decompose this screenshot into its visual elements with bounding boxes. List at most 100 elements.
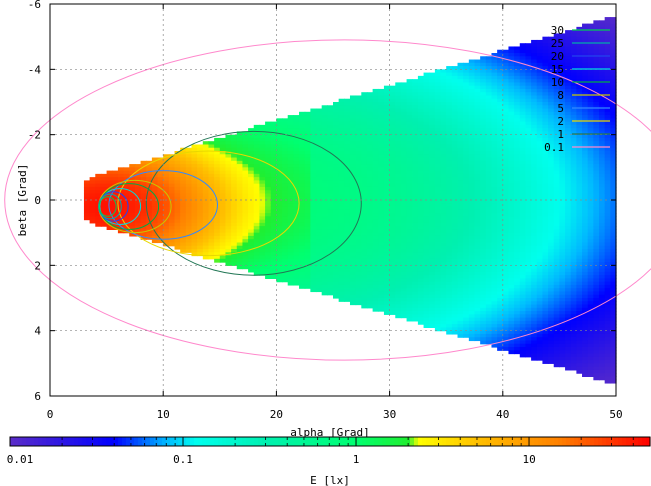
heatmap-cell — [474, 219, 481, 224]
heatmap-cell — [502, 304, 510, 309]
heatmap-cell — [180, 190, 187, 195]
heatmap-cell — [519, 242, 527, 247]
heatmap-cell — [163, 235, 170, 240]
heatmap-cell — [276, 186, 283, 191]
heatmap-cell — [429, 121, 436, 126]
heatmap-cell — [372, 190, 379, 195]
heatmap-cell — [491, 115, 498, 119]
heatmap-cell — [270, 249, 277, 253]
heatmap-cell — [474, 271, 481, 276]
heatmap-cell — [565, 66, 572, 70]
heatmap-cell — [304, 216, 311, 221]
heatmap-cell — [406, 186, 413, 191]
heatmap-cell — [514, 69, 521, 74]
heatmap-cell — [446, 98, 453, 103]
heatmap-cell — [214, 190, 221, 195]
heatmap-cell — [474, 92, 481, 97]
heatmap-cell — [282, 242, 289, 247]
heatmap-cell — [542, 298, 549, 302]
heatmap-cell — [417, 216, 425, 221]
heatmap-cell — [276, 242, 283, 247]
heatmap-cell — [242, 193, 249, 198]
heatmap-cell — [480, 59, 487, 64]
heatmap-cell — [344, 268, 351, 273]
heatmap-cell — [531, 350, 538, 355]
heatmap-cell — [355, 124, 362, 129]
heatmap-cell — [225, 255, 232, 260]
heatmap-cell — [316, 177, 323, 181]
heatmap-cell — [553, 209, 560, 214]
heatmap-cell — [502, 88, 510, 93]
heatmap-cell — [559, 82, 566, 87]
heatmap-cell — [287, 180, 294, 185]
heatmap-cell — [553, 69, 560, 74]
heatmap-cell — [338, 102, 345, 106]
heatmap-cell — [225, 137, 232, 142]
heatmap-cell — [259, 200, 266, 204]
heatmap-cell — [536, 56, 544, 61]
heatmap-cell — [208, 235, 215, 240]
heatmap-cell — [463, 92, 470, 97]
heatmap-cell — [463, 330, 470, 335]
heatmap-cell — [208, 147, 215, 152]
heatmap-cell — [366, 252, 374, 257]
heatmap-cell — [208, 180, 215, 185]
heatmap-cell — [542, 121, 549, 126]
heatmap-cell — [106, 170, 113, 175]
heatmap-cell — [191, 196, 198, 201]
heatmap-cell — [231, 226, 238, 230]
heatmap-cell — [417, 92, 425, 97]
heatmap-cell — [117, 193, 125, 198]
heatmap-cell — [248, 160, 255, 165]
heatmap-cell — [304, 265, 311, 270]
heatmap-cell — [553, 200, 560, 204]
heatmap-cell — [129, 222, 136, 227]
heatmap-cell — [417, 98, 425, 103]
heatmap-cell — [151, 183, 159, 188]
heatmap-cell — [287, 262, 294, 266]
heatmap-cell — [502, 108, 510, 113]
heatmap-cell — [400, 249, 408, 253]
heatmap-cell — [429, 271, 436, 276]
heatmap-cell — [559, 271, 566, 276]
heatmap-cell — [508, 301, 515, 306]
heatmap-cell — [163, 196, 170, 201]
heatmap-cell — [485, 134, 493, 139]
heatmap-cell — [548, 275, 555, 279]
heatmap-cell — [531, 203, 538, 208]
heatmap-cell — [446, 284, 453, 289]
heatmap-cell — [542, 200, 549, 204]
heatmap-cell — [225, 242, 232, 247]
heatmap-cell — [519, 330, 527, 335]
heatmap-cell — [565, 252, 572, 257]
heatmap-cell — [185, 216, 193, 221]
heatmap-cell — [327, 157, 334, 162]
heatmap-cell — [463, 200, 470, 204]
heatmap-cell — [514, 170, 521, 175]
heatmap-cell — [333, 255, 340, 260]
heatmap-cell — [344, 196, 351, 201]
heatmap-cell — [565, 30, 572, 34]
heatmap-cell — [129, 213, 136, 217]
heatmap-cell — [412, 137, 419, 142]
heatmap-cell — [327, 105, 334, 110]
heatmap-cell — [446, 180, 453, 185]
heatmap-cell — [361, 137, 368, 142]
heatmap-cell — [316, 200, 323, 204]
heatmap-cell — [327, 173, 334, 178]
heatmap-cell — [299, 124, 306, 129]
heatmap-cell — [497, 124, 504, 129]
heatmap-cell — [225, 190, 232, 195]
heatmap-cell — [248, 167, 255, 172]
heatmap-cell — [508, 167, 515, 172]
heatmap-cell — [451, 144, 459, 149]
heatmap-cell — [434, 144, 442, 149]
heatmap-cell — [497, 137, 504, 142]
heatmap-cell — [174, 157, 181, 162]
heatmap-cell — [457, 206, 464, 211]
heatmap-cell — [519, 206, 527, 211]
heatmap-cell — [429, 229, 436, 234]
heatmap-cell — [349, 124, 357, 129]
heatmap-cell — [491, 183, 498, 188]
heatmap-cell — [491, 196, 498, 201]
